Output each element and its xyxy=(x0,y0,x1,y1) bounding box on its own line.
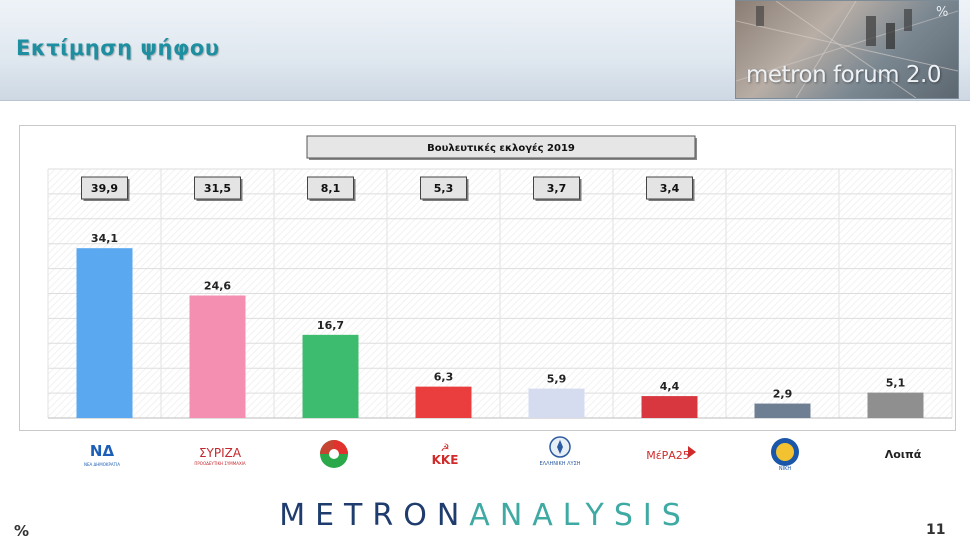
bar xyxy=(528,388,585,418)
metron-forum-logo: % metron forum 2.0 xyxy=(735,0,959,99)
chart-frame: Βουλευτικές εκλογές 2019 34,1 39,9 24,6 31,5… xyxy=(19,125,956,431)
syriza-logo-text: ΣΥΡΙΖΑ xyxy=(199,446,242,460)
reference-box xyxy=(307,176,354,200)
bar xyxy=(641,396,698,418)
bar-chart: Βουλευτικές εκλογές 2019 34,1 39,9 24,6 31,5… xyxy=(47,135,953,419)
logo-background-graphic xyxy=(736,1,958,98)
mera25-logo: ΜέΡΑ25 xyxy=(633,436,707,472)
bar-value-label: 5,1 xyxy=(886,377,906,390)
svg-text:☭: ☭ xyxy=(441,443,450,454)
brand-metron: METRON xyxy=(279,498,470,533)
reference-box xyxy=(194,176,241,200)
syriza-logo-subtext: ΠΡΟΟΔΕΥΤΙΚΗ ΣΥΜΜΑΧΙΑ xyxy=(194,461,245,466)
niki-logo: ΝΙΚΗ xyxy=(748,436,822,472)
page-number: 11 xyxy=(926,522,946,538)
bar-value-label: 34,1 xyxy=(91,232,118,245)
bar-value-label: 6,3 xyxy=(434,371,454,384)
metron-analysis-brand: METRONANALYSIS xyxy=(0,498,970,533)
niki-logo-text: ΝΙΚΗ xyxy=(779,466,791,472)
page-title: Εκτίμηση ψήφου xyxy=(16,36,220,60)
others-label-text: Λοιπά xyxy=(884,447,922,461)
bar-value-label: 5,9 xyxy=(547,373,567,386)
header-band: Εκτίμηση ψήφου % metron forum 2.0 xyxy=(0,0,970,101)
reference-value-label: 31,5 xyxy=(204,182,231,195)
bar xyxy=(867,392,924,418)
bar-value-label: 24,6 xyxy=(204,279,231,292)
elliniki-lysi-logo-text: ΕΛΛΗΝΙΚΗ ΛΥΣΗ xyxy=(540,461,581,467)
reference-value-label: 5,3 xyxy=(434,182,454,195)
others-label: Λοιπά xyxy=(866,436,940,472)
reference-value-label: 8,1 xyxy=(321,182,341,195)
reference-box xyxy=(646,176,693,200)
bar-value-label: 16,7 xyxy=(317,319,344,332)
bar xyxy=(76,248,133,418)
syriza-logo: ΣΥΡΙΖΑ ΠΡΟΟΔΕΥΤΙΚΗ ΣΥΜΜΑΧΙΑ xyxy=(183,436,257,472)
bar-value-label: 2,9 xyxy=(773,388,793,401)
bar xyxy=(302,334,359,418)
reference-box xyxy=(420,176,467,200)
chart-title: Βουλευτικές εκλογές 2019 xyxy=(427,142,575,154)
bar xyxy=(415,386,472,418)
reference-value-label: 3,4 xyxy=(660,182,680,195)
reference-value-label: 39,9 xyxy=(91,182,118,195)
bar xyxy=(189,295,246,418)
bar xyxy=(754,403,811,418)
kke-logo: ΚΚΕ ☭ xyxy=(408,436,482,472)
chart-title-box xyxy=(306,135,696,159)
nd-logo: ΝΔ ΝΕΑ ΔΗΜΟΚΡΑΤΙΑ xyxy=(65,436,139,472)
reference-box xyxy=(81,176,128,200)
bar-value-label: 4,4 xyxy=(660,380,680,393)
logo-text: metron forum 2.0 xyxy=(746,62,941,88)
percent-sign: % xyxy=(14,522,30,540)
brand-analysis: ANALYSIS xyxy=(469,498,691,533)
kke-logo-text: ΚΚΕ xyxy=(432,453,459,467)
kinal-logo xyxy=(297,436,371,472)
reference-box xyxy=(533,176,580,200)
nd-logo-subtext: ΝΕΑ ΔΗΜΟΚΡΑΤΙΑ xyxy=(84,462,120,467)
logo-percent-sign: % xyxy=(936,5,949,20)
elliniki-lysi-logo: ΕΛΛΗΝΙΚΗ ΛΥΣΗ xyxy=(523,436,597,472)
reference-value-label: 3,7 xyxy=(547,182,567,195)
mera25-logo-text: ΜέΡΑ25 xyxy=(646,449,690,462)
nd-logo-text: ΝΔ xyxy=(90,442,115,460)
